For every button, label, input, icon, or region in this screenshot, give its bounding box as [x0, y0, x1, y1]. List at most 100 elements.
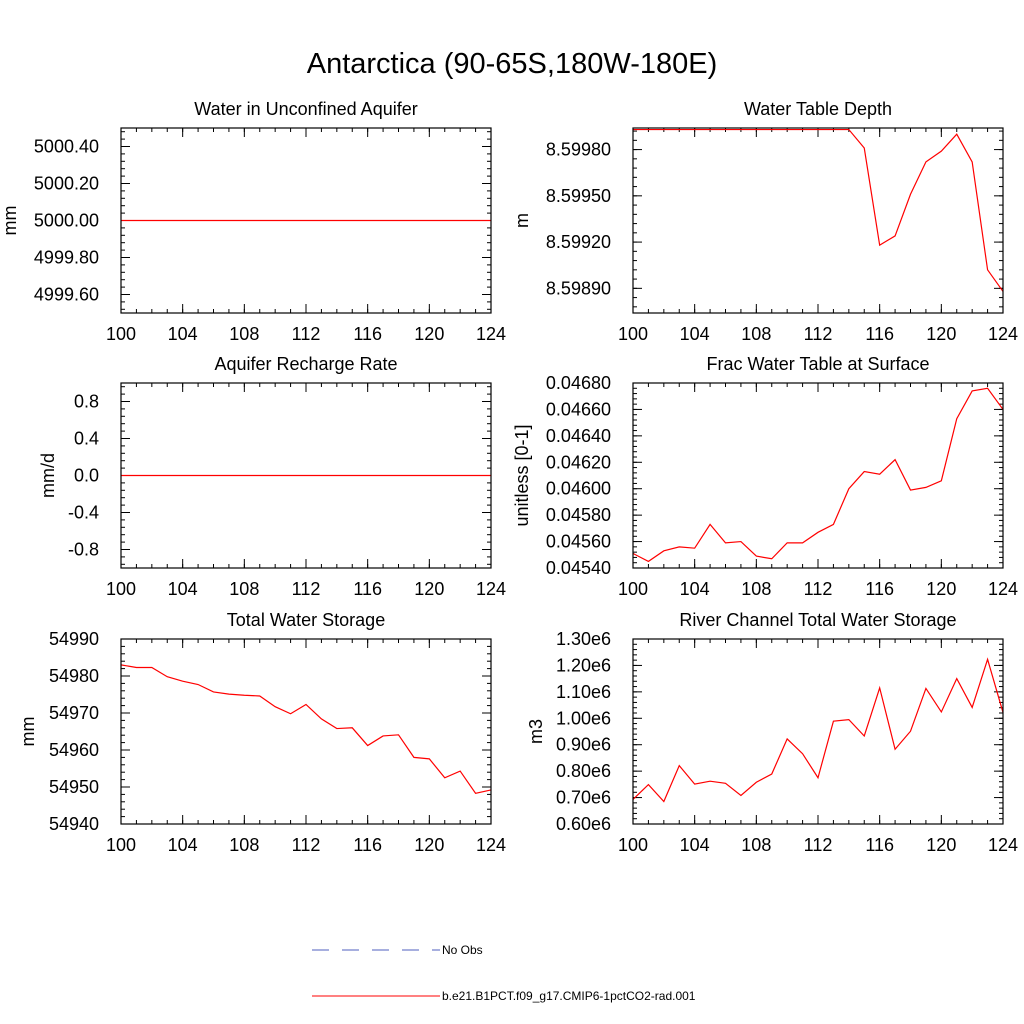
y-tick-label: 0.90e6 — [556, 735, 611, 755]
plot-frame — [120, 127, 492, 314]
x-tick-label: 108 — [741, 579, 771, 599]
y-tick-label: 0.04580 — [546, 505, 611, 525]
x-tick-label: 108 — [741, 324, 771, 344]
x-tick-label: 120 — [414, 579, 444, 599]
x-tick-label: 116 — [865, 835, 894, 855]
y-tick-label: 0.70e6 — [556, 788, 611, 808]
y-tick-label: 5000.00 — [34, 211, 99, 231]
x-tick-label: 104 — [168, 835, 198, 855]
panel-title: Water Table Depth — [744, 99, 892, 119]
x-tick-label: 116 — [353, 579, 382, 599]
y-tick-label: 0.04620 — [546, 452, 611, 472]
y-tick-label: 54980 — [49, 666, 99, 686]
y-tick-label: 4999.60 — [34, 285, 99, 305]
y-tick-label: 0.04640 — [546, 426, 611, 446]
x-tick-label: 112 — [292, 579, 321, 599]
y-tick-label: 54960 — [49, 740, 99, 760]
panel-6: River Channel Total Water Storage m3 100 10… — [526, 610, 1018, 855]
x-tick-label: 120 — [414, 835, 444, 855]
x-tick-label: 108 — [229, 324, 259, 344]
panel-1: Water in Unconfined Aquifer mm 100 104 108 11… — [0, 99, 506, 344]
y-tick-label: 0.0 — [74, 466, 99, 486]
y-tick-label: 0.60e6 — [556, 814, 611, 834]
series-line — [120, 664, 492, 794]
y-tick-label: 54990 — [49, 629, 99, 649]
y-tick-label: 0.80e6 — [556, 761, 611, 781]
x-tick-label: 116 — [353, 835, 382, 855]
panel-3: Aquifer Recharge Rate mm/d 100 104 108 112 116… — [38, 354, 506, 599]
x-tick-label: 112 — [804, 579, 833, 599]
x-tick-label: 112 — [804, 835, 833, 855]
y-tick-label: 8.59950 — [546, 186, 611, 206]
y-tick-label: -0.8 — [68, 540, 99, 560]
plot-frame — [632, 382, 1004, 569]
y-axis-label: mm — [0, 206, 20, 236]
panel-title: Frac Water Table at Surface — [706, 354, 929, 374]
plot-frame — [632, 638, 1004, 825]
x-tick-label: 120 — [926, 324, 956, 344]
x-tick-label: 100 — [618, 324, 648, 344]
x-tick-label: 100 — [618, 579, 648, 599]
x-tick-label: 112 — [292, 324, 321, 344]
y-axis-label: m — [512, 213, 532, 228]
y-tick-label: 0.8 — [74, 392, 99, 412]
plot-frame — [120, 382, 492, 569]
x-tick-label: 108 — [229, 835, 259, 855]
series-line — [632, 657, 1004, 803]
panel-title: Water in Unconfined Aquifer — [194, 99, 417, 119]
legend — [312, 949, 440, 997]
series-line — [632, 387, 1004, 563]
x-tick-label: 104 — [168, 324, 198, 344]
y-tick-label: 0.04560 — [546, 532, 611, 552]
y-tick-label: 8.59920 — [546, 232, 611, 252]
panel-title: Aquifer Recharge Rate — [214, 354, 397, 374]
x-tick-label: 104 — [680, 579, 710, 599]
y-axis-label: unitless [0-1] — [512, 424, 532, 526]
x-tick-label: 124 — [988, 835, 1018, 855]
series-line — [633, 128, 1004, 292]
y-tick-label: 5000.20 — [34, 174, 99, 194]
x-tick-label: 124 — [476, 324, 506, 344]
x-tick-label: 120 — [926, 835, 956, 855]
x-tick-label: 104 — [680, 324, 710, 344]
y-tick-label: 54950 — [49, 777, 99, 797]
x-tick-label: 112 — [804, 324, 833, 344]
x-tick-label: 108 — [741, 835, 771, 855]
panel-title: River Channel Total Water Storage — [679, 610, 956, 630]
y-axis-label: m3 — [526, 719, 546, 744]
x-tick-label: 120 — [926, 579, 956, 599]
x-tick-label: 116 — [865, 579, 894, 599]
x-tick-label: 116 — [353, 324, 382, 344]
x-tick-label: 100 — [106, 324, 136, 344]
y-tick-label: 5000.40 — [34, 137, 99, 157]
y-tick-label: 0.04540 — [546, 558, 611, 578]
y-tick-label: 8.59890 — [546, 278, 611, 298]
x-tick-label: 124 — [988, 579, 1018, 599]
y-tick-label: 8.59980 — [546, 140, 611, 160]
y-tick-label: 4999.80 — [34, 248, 99, 268]
panel-2: Water Table Depth m 100 104 108 112 116 120 124 8… — [512, 99, 1018, 344]
y-tick-label: 0.04680 — [546, 373, 611, 393]
y-tick-label: 1.10e6 — [556, 682, 611, 702]
y-axis-label: mm/d — [38, 453, 58, 498]
panel-5: Total Water Storage mm 100 104 108 112 116 120 1… — [18, 610, 506, 855]
y-tick-label: -0.4 — [68, 503, 99, 523]
x-tick-label: 100 — [106, 579, 136, 599]
figure-title: Antarctica (90-65S,180W-180E) — [306, 48, 718, 80]
x-tick-label: 104 — [680, 835, 710, 855]
x-tick-label: 120 — [414, 324, 444, 344]
plot-frame — [120, 638, 492, 825]
panel-title: Total Water Storage — [227, 610, 385, 630]
y-tick-label: 1.30e6 — [556, 629, 611, 649]
x-tick-label: 124 — [476, 835, 506, 855]
panel-4: Frac Water Table at Surface unitless [0-1… — [512, 354, 1018, 599]
x-tick-label: 116 — [865, 324, 894, 344]
y-axis-label: mm — [18, 717, 38, 747]
y-tick-label: 1.20e6 — [556, 655, 611, 675]
x-tick-label: 100 — [106, 835, 136, 855]
y-tick-label: 1.00e6 — [556, 708, 611, 728]
x-tick-label: 112 — [292, 835, 321, 855]
x-tick-label: 108 — [229, 579, 259, 599]
x-tick-label: 124 — [988, 324, 1018, 344]
